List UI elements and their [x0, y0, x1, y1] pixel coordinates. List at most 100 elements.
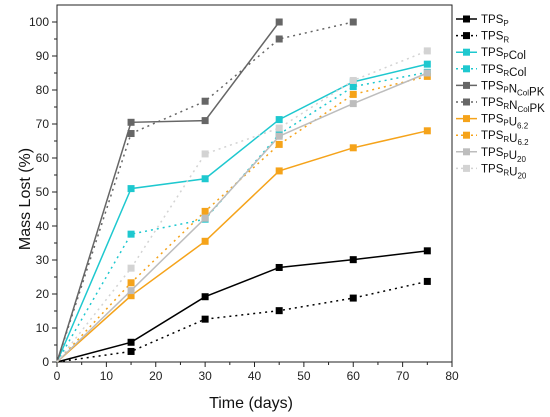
x-tick-label: 50 [297, 369, 311, 383]
legend-swatch-marker [463, 131, 470, 139]
data-point [349, 294, 357, 302]
legend-swatch-marker [463, 32, 470, 40]
data-point [423, 47, 431, 55]
data-point [127, 130, 135, 138]
data-point [275, 307, 283, 315]
series-3 [56, 68, 431, 363]
x-tick-label: 40 [248, 369, 262, 383]
data-point [349, 100, 357, 108]
legend-item: TPSRU20 [456, 163, 527, 180]
legend-swatch-marker [463, 115, 470, 123]
legend-label: TPSRCol [481, 64, 526, 79]
series-7 [56, 72, 431, 363]
legend-item: TPSR [456, 31, 509, 45]
data-point [423, 127, 431, 135]
legend-label: TPSR [481, 31, 509, 45]
series-2 [56, 60, 431, 363]
data-point [201, 214, 209, 222]
data-point [201, 175, 209, 183]
series-line [56, 280, 428, 363]
y-tick-label: 50 [36, 185, 50, 199]
data-point [423, 69, 431, 77]
data-point [349, 76, 357, 84]
data-point [201, 117, 209, 125]
data-point [201, 150, 209, 158]
series-group [56, 18, 431, 363]
legend-item: TPSPNColPK [456, 80, 545, 98]
data-point [275, 124, 283, 132]
data-point [127, 292, 135, 300]
x-tick-label: 0 [54, 369, 61, 383]
legend-label: TPSRNColPK [481, 97, 545, 115]
y-tick-label: 10 [36, 321, 50, 335]
series-line [56, 72, 428, 363]
y-tick-label: 100 [29, 15, 49, 29]
x-tick-label: 20 [149, 369, 163, 383]
series-9 [56, 47, 431, 363]
y-tick-label: 60 [36, 151, 50, 165]
legend-label: TPSRU6.2 [481, 130, 529, 147]
series-0 [56, 247, 431, 363]
series-line [56, 71, 428, 363]
data-point [423, 60, 431, 68]
data-point [275, 18, 283, 26]
legend-item: TPSPCol [456, 47, 526, 62]
legend-swatch-marker [463, 164, 470, 172]
legend: TPSP TPSR TPSPCol TPSRColTPSPNColPKTPSRNCol… [456, 14, 545, 180]
x-tick-label: 60 [347, 369, 361, 383]
axis-ticks: 0 10 20 30 40 50 60 70 80 0 10 20 30 40 50 60 70 80 90 100 [29, 15, 459, 383]
legend-label: TPSPU6.2 [481, 114, 529, 131]
data-point [275, 167, 283, 175]
legend-swatch-marker [463, 15, 470, 23]
legend-item: TPSPU6.2 [456, 114, 529, 131]
data-point [275, 132, 283, 140]
data-point [201, 237, 209, 245]
series-line [56, 50, 428, 363]
series-line [56, 130, 428, 363]
legend-swatch-marker [463, 98, 470, 106]
series-6 [56, 127, 431, 363]
legend-label: TPSP [481, 14, 509, 28]
x-tick-label: 80 [445, 369, 459, 383]
legend-label: TPSPU20 [481, 147, 526, 164]
data-point [127, 287, 135, 295]
x-tick-label: 10 [100, 369, 114, 383]
data-point [201, 97, 209, 105]
y-tick-label: 80 [36, 83, 50, 97]
data-point [127, 264, 135, 272]
data-point [423, 277, 431, 285]
y-tick-label: 20 [36, 287, 50, 301]
data-point [127, 230, 135, 238]
data-point [349, 83, 357, 91]
legend-item: TPSRCol [456, 64, 526, 79]
data-point [275, 35, 283, 43]
data-point [127, 279, 135, 287]
x-tick-label: 70 [396, 369, 410, 383]
legend-label: TPSPCol [481, 47, 526, 62]
data-point [349, 256, 357, 264]
y-tick-label: 70 [36, 117, 50, 131]
series-line [56, 21, 354, 363]
series-line [56, 75, 428, 363]
data-point [201, 315, 209, 323]
y-tick-label: 90 [36, 49, 50, 63]
data-point [201, 207, 209, 215]
legend-swatch-marker [463, 81, 470, 89]
data-point [423, 247, 431, 255]
legend-swatch-marker [463, 48, 470, 56]
legend-swatch-marker [463, 148, 470, 156]
legend-swatch-marker [463, 65, 470, 73]
data-point [349, 144, 357, 152]
legend-label: TPSPNColPK [481, 80, 545, 98]
data-point [127, 338, 135, 346]
series-5 [56, 18, 357, 363]
series-1 [56, 277, 431, 363]
data-point [275, 263, 283, 271]
legend-item: TPSRU6.2 [456, 130, 529, 147]
series-8 [56, 69, 431, 363]
data-point [275, 140, 283, 148]
data-point [201, 293, 209, 301]
series-line [56, 250, 428, 363]
y-tick-label: 0 [42, 355, 49, 369]
